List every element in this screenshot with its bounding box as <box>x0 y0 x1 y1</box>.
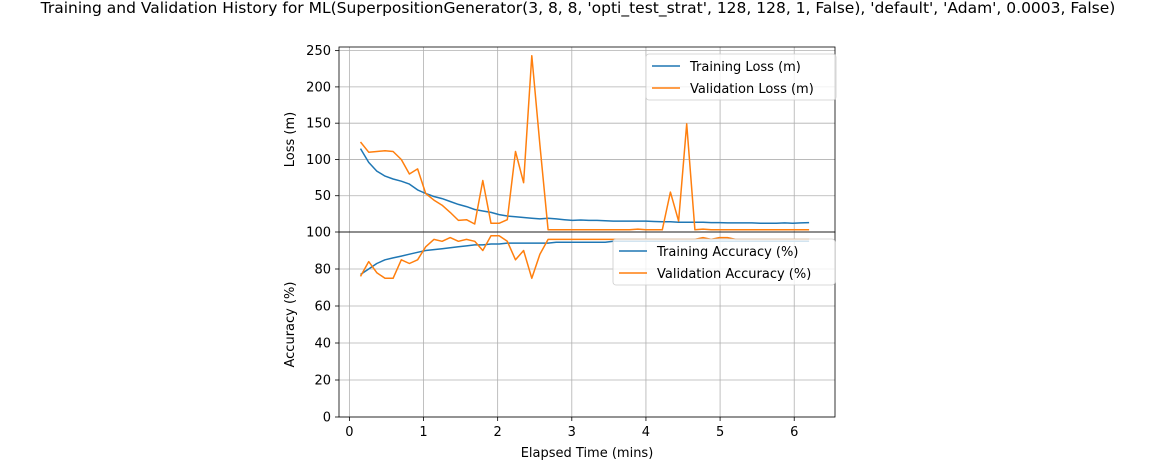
legend: Training Loss (m) Validation Loss (m) <box>645 53 837 101</box>
legend-box <box>612 238 836 286</box>
y-axis-label: Loss (m) <box>283 112 298 167</box>
y-tick-label: 50 <box>314 189 331 204</box>
plot-frame <box>338 231 836 418</box>
y-tick-label: 150 <box>306 117 331 132</box>
y-axis-label: Accuracy (%) <box>283 282 298 368</box>
legend-label: Validation Accuracy (%) <box>657 267 811 282</box>
y-tick-label: 60 <box>314 300 331 315</box>
y-tick-label: 100 <box>306 153 331 168</box>
x-tick-label: 5 <box>716 425 724 440</box>
legend-label: Training Accuracy (%) <box>656 245 798 260</box>
x-tick-label: 4 <box>642 425 650 440</box>
y-tick-label: 20 <box>314 374 331 389</box>
legend-box <box>645 53 837 101</box>
x-axis-label: Elapsed Time (mins) <box>521 446 654 460</box>
legend-label: Validation Loss (m) <box>690 82 814 97</box>
series-line-training-loss-m <box>359 148 810 225</box>
y-tick-label: 40 <box>314 337 331 352</box>
y-tick-label: 250 <box>306 44 331 59</box>
series-line-validation-loss-m <box>359 54 810 231</box>
y-tick-label: 80 <box>314 263 331 278</box>
x-tick-label: 0 <box>345 425 353 440</box>
figure-title: Training and Validation History for ML(S… <box>40 0 1116 18</box>
x-tick-label: 3 <box>568 425 576 440</box>
y-tick-label: 200 <box>306 80 331 95</box>
x-tick-label: 2 <box>494 425 502 440</box>
accuracy-subplot: 0 20 40 60 80 100 0 1 2 3 4 5 6 Elapsed Time (mins) Ac… <box>283 226 836 460</box>
x-tick-label: 1 <box>419 425 427 440</box>
y-tick-label: 100 <box>306 226 331 241</box>
x-tick-label: 6 <box>790 425 798 440</box>
loss-subplot: 50 100 150 200 250 Loss (m) Training Loss (m) V… <box>283 44 837 233</box>
legend-label: Training Loss (m) <box>689 60 801 75</box>
y-tick-label: 0 <box>323 411 331 426</box>
legend: Training Accuracy (%) Validation Accuracy… <box>612 238 836 286</box>
